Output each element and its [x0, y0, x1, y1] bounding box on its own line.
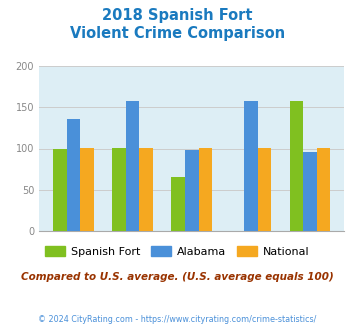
Bar	[139, 148, 153, 231]
Bar	[290, 101, 303, 231]
Bar	[317, 148, 331, 231]
Text: © 2024 CityRating.com - https://www.cityrating.com/crime-statistics/: © 2024 CityRating.com - https://www.city…	[38, 315, 317, 324]
Bar	[258, 148, 271, 231]
Bar	[185, 150, 198, 231]
Text: Compared to U.S. average. (U.S. average equals 100): Compared to U.S. average. (U.S. average …	[21, 272, 334, 282]
Bar	[112, 148, 126, 231]
Bar	[171, 177, 185, 231]
Bar	[53, 149, 66, 231]
Bar	[303, 152, 317, 231]
Bar	[126, 101, 139, 231]
Text: 2018 Spanish Fort: 2018 Spanish Fort	[102, 8, 253, 23]
Bar	[80, 148, 94, 231]
Bar	[244, 101, 258, 231]
Legend: Spanish Fort, Alabama, National: Spanish Fort, Alabama, National	[41, 242, 314, 261]
Bar	[198, 148, 212, 231]
Text: Violent Crime Comparison: Violent Crime Comparison	[70, 26, 285, 41]
Bar	[66, 119, 80, 231]
